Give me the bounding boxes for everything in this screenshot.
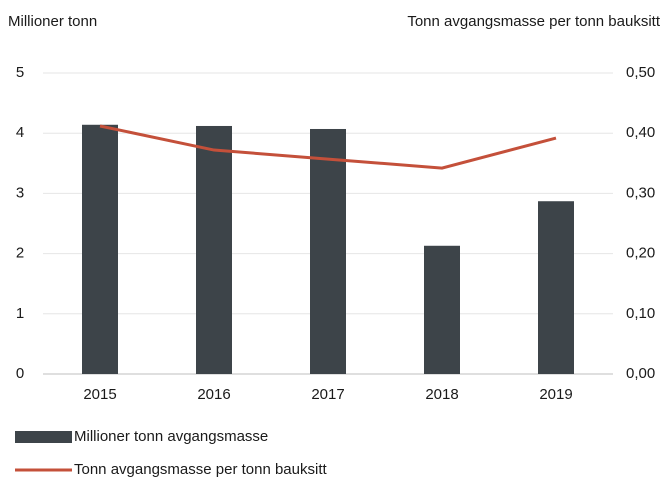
y-tick-label: 0: [16, 365, 24, 382]
x-tick-label: 2015: [83, 386, 116, 403]
y-tick-label: 3: [16, 184, 24, 201]
bar: [196, 125, 232, 374]
y-tick-label: 4: [16, 124, 24, 141]
x-tick-label: 2019: [539, 386, 572, 403]
bar: [82, 124, 118, 374]
y2-tick-label: 0,20: [626, 245, 655, 262]
y2-tick-label: 0,50: [626, 64, 655, 81]
y2-axis-title: Tonn avgangsmasse per tonn bauksitt: [407, 13, 660, 30]
y2-tick-label: 0,40: [626, 124, 655, 141]
legend-label: Tonn avgangsmasse per tonn bauksitt: [74, 461, 327, 478]
y-tick-label: 2: [16, 245, 24, 262]
legend-label: Millioner tonn avgangsmasse: [74, 428, 268, 445]
bar: [310, 128, 346, 374]
bar: [538, 201, 574, 374]
x-tick-label: 2018: [425, 386, 458, 403]
y2-tick-label: 0,00: [626, 365, 655, 382]
y2-tick-label: 0,10: [626, 305, 655, 322]
line: [99, 124, 557, 170]
y-axis-title: Millioner tonn: [8, 13, 97, 30]
y-tick-label: 5: [16, 64, 24, 81]
bar: [424, 245, 460, 374]
x-tick-label: 2016: [197, 386, 230, 403]
y2-tick-label: 0,30: [626, 184, 655, 201]
x-tick-label: 2017: [311, 386, 344, 403]
legend-swatch: [15, 431, 72, 443]
y-tick-label: 1: [16, 305, 24, 322]
